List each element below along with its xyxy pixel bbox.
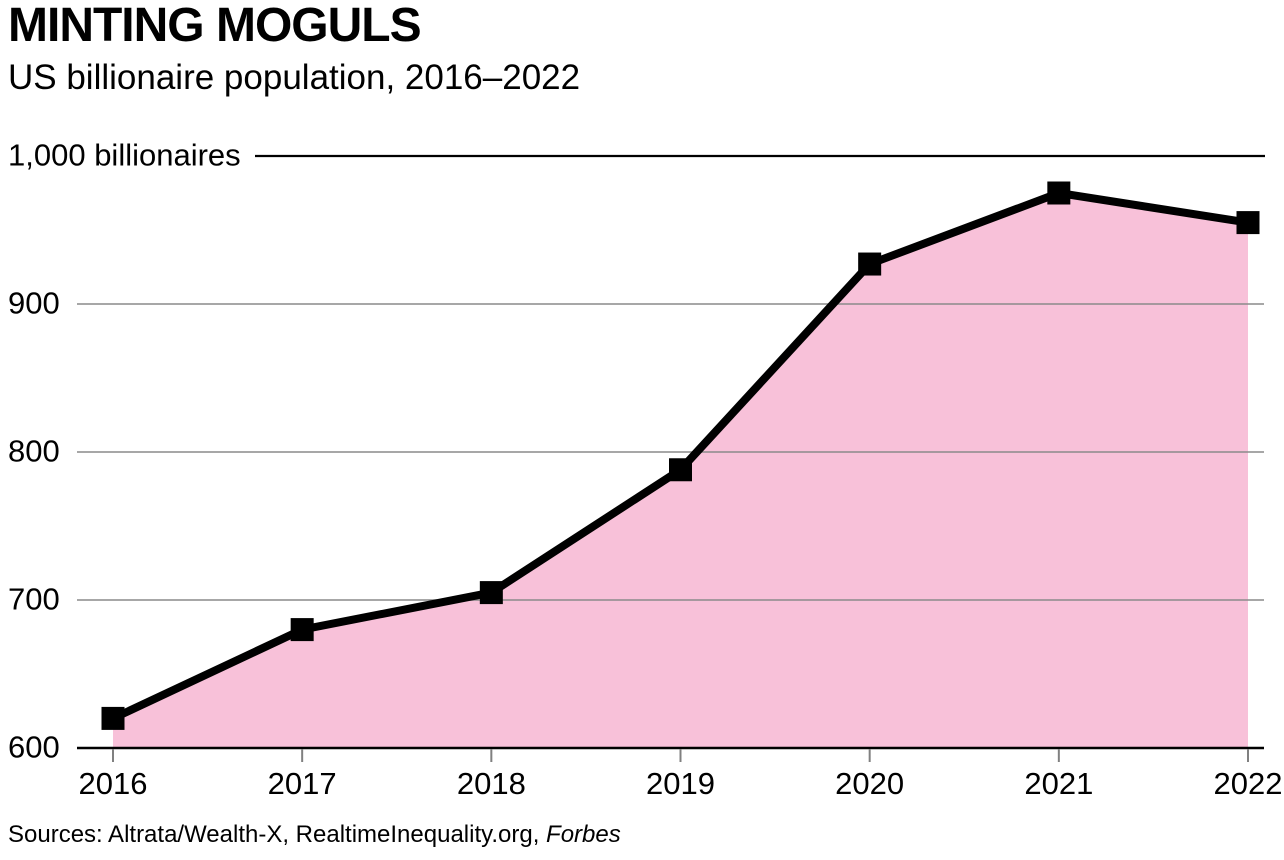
data-point-marker bbox=[669, 458, 692, 482]
y-axis-label: 800 bbox=[8, 433, 60, 469]
source-attribution: Sources: Altrata/Wealth-X, RealtimeInequ… bbox=[8, 820, 621, 850]
x-axis-label: 2020 bbox=[835, 766, 905, 801]
data-point-marker bbox=[101, 706, 125, 730]
source-text: Sources: Altrata/Wealth-X, RealtimeInequ… bbox=[8, 821, 547, 848]
x-axis-label: 2018 bbox=[456, 766, 526, 801]
x-axis-label: 2021 bbox=[1024, 766, 1094, 801]
x-axis-label: 2017 bbox=[267, 766, 337, 801]
data-point-marker bbox=[290, 618, 314, 642]
chart-subtitle: US billionaire population, 2016–2022 bbox=[8, 58, 581, 97]
x-axis-label: 2019 bbox=[646, 766, 715, 801]
y-axis-label: 900 bbox=[8, 285, 60, 321]
data-point-marker bbox=[1047, 181, 1071, 205]
y-axis-label: 1,000 billionaires bbox=[8, 137, 241, 173]
y-axis-label: 600 bbox=[8, 729, 60, 765]
chart-title: MINTING MOGULS bbox=[8, 0, 422, 52]
x-axis-label: 2016 bbox=[78, 766, 148, 801]
y-axis-label: 700 bbox=[8, 581, 60, 617]
x-axis-label: 2022 bbox=[1213, 766, 1283, 801]
data-point-marker bbox=[858, 252, 882, 276]
source-text-italic: Forbes bbox=[546, 821, 621, 848]
data-point-marker bbox=[479, 581, 503, 605]
data-point-marker bbox=[1236, 211, 1260, 235]
